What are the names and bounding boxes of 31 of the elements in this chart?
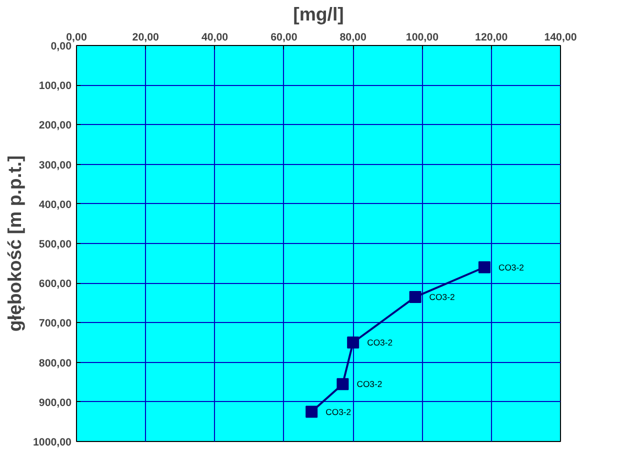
point <box>347 336 360 348</box>
x-tick-label: 20,00 <box>132 32 160 44</box>
annotation: CO3-2 <box>326 406 352 417</box>
x-tick-label: 60,00 <box>270 32 298 44</box>
y-axis-title: głębokość [m p.p.t.] <box>4 155 25 332</box>
x-tick-label: 120,00 <box>475 32 508 44</box>
y-tick-label: 300,00 <box>38 159 72 172</box>
point <box>306 406 318 418</box>
annotation: CO3-2 <box>498 262 524 272</box>
x-tick-label: 80,00 <box>340 32 366 44</box>
point <box>478 261 490 274</box>
x-tick-label: 140,00 <box>544 32 577 44</box>
y-tick-label: 1000,00 <box>32 436 72 448</box>
annotation: CO3-2 <box>367 338 393 348</box>
y-tick-label: 600,00 <box>38 278 72 290</box>
x-axis-title: [mg/l] <box>293 4 344 24</box>
y-tick-label: 800,00 <box>38 357 72 370</box>
x-tick-label: 0,00 <box>66 32 87 44</box>
y-tick-label: 900,00 <box>38 396 72 409</box>
point <box>409 290 422 303</box>
y-tick-label: 0,00 <box>50 40 72 52</box>
point <box>336 378 349 390</box>
y-tick-label: 700,00 <box>38 318 72 330</box>
y-tick-label: 100,00 <box>38 80 72 92</box>
annotation: CO3-2 <box>356 379 382 390</box>
x-tick-label: 40,00 <box>201 32 228 44</box>
annotation: CO3-2 <box>429 292 455 302</box>
y-tick-label: 200,00 <box>38 120 72 132</box>
x-tick-label: 100,00 <box>406 32 439 44</box>
y-tick-label: 500,00 <box>38 238 72 250</box>
y-tick-label: 400,00 <box>38 198 72 211</box>
